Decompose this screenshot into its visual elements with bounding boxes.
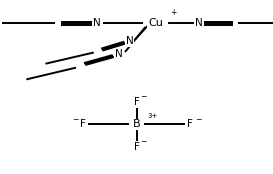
Text: N: N [93, 18, 101, 29]
Text: 3+: 3+ [147, 113, 158, 119]
Text: +: + [171, 8, 177, 17]
Text: −: − [195, 115, 201, 124]
Text: −: − [72, 115, 78, 124]
Text: F: F [133, 97, 140, 107]
Text: F: F [187, 119, 193, 129]
Text: −: − [140, 137, 147, 146]
Text: N: N [195, 18, 203, 29]
Text: F: F [80, 119, 86, 129]
Text: B: B [133, 119, 140, 129]
Text: N: N [126, 36, 133, 46]
Text: N: N [115, 49, 123, 59]
Text: −: − [140, 92, 147, 101]
Text: Cu: Cu [148, 18, 163, 29]
Text: F: F [133, 142, 140, 152]
